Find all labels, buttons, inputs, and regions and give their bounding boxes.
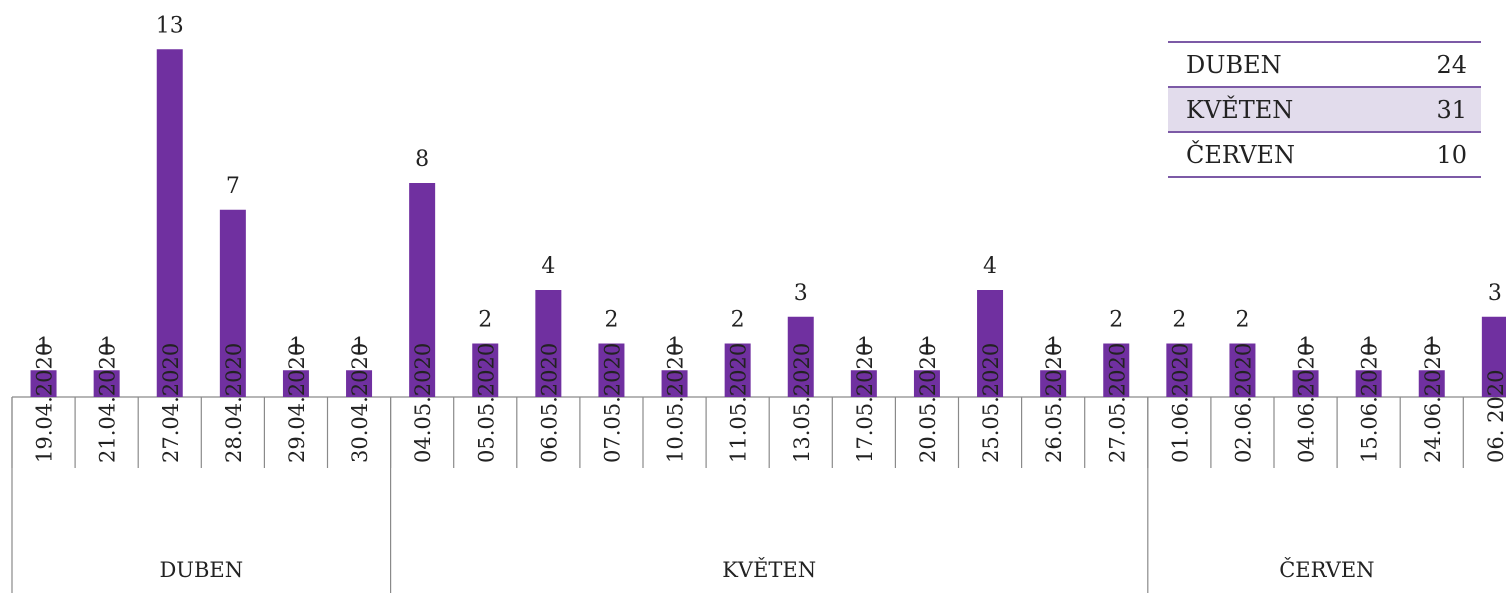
group-label: DUBEN — [159, 558, 243, 582]
summary-total: 31 — [1436, 95, 1467, 124]
bar — [156, 49, 183, 397]
x-tick-label: 11.05.2020 — [727, 343, 751, 463]
data-label: 2 — [478, 308, 492, 333]
x-tick-label: 24.06.2020 — [1421, 343, 1445, 463]
bar — [1166, 343, 1193, 397]
x-tick-label: 02.06.2020 — [1231, 343, 1255, 463]
x-tick-label: 27.05.2020 — [1105, 343, 1129, 463]
bar — [1040, 370, 1067, 397]
data-label: 1 — [1046, 334, 1060, 359]
data-label: 1 — [668, 334, 682, 359]
summary-total: 10 — [1436, 140, 1467, 169]
bar — [30, 370, 57, 397]
x-tick-label: 20.05.2020 — [916, 343, 940, 463]
bar — [1481, 316, 1506, 397]
data-label: 3 — [794, 281, 808, 306]
data-label: 2 — [1109, 308, 1123, 333]
data-label: 13 — [156, 13, 184, 38]
bar — [346, 370, 373, 397]
x-tick-label: 26.05.2020 — [1042, 343, 1066, 463]
data-label: 1 — [857, 334, 871, 359]
bar — [535, 290, 562, 397]
summary-month: DUBEN — [1186, 50, 1282, 79]
bar — [598, 343, 625, 397]
summary-month: ČERVEN — [1186, 140, 1295, 169]
bar — [913, 370, 940, 397]
x-tick-label: 29.04.2020 — [285, 343, 309, 463]
x-tick-label: 01.06.2020 — [1168, 343, 1192, 463]
x-tick-label: 10.05.2020 — [664, 343, 688, 463]
bar — [472, 343, 499, 397]
data-label: 4 — [541, 254, 555, 279]
data-label: 1 — [1425, 334, 1439, 359]
bar — [1355, 370, 1382, 397]
data-label: 1 — [1362, 334, 1376, 359]
bar — [977, 290, 1004, 397]
bar — [219, 209, 246, 397]
monthly-summary-table: DUBEN 24 KVĚTEN 31 ČERVEN 10 — [1168, 41, 1481, 178]
bar — [850, 370, 877, 397]
summary-row: DUBEN 24 — [1168, 42, 1481, 87]
data-label: 1 — [100, 334, 114, 359]
summary-total: 24 — [1436, 50, 1467, 79]
group-label: KVĚTEN — [722, 558, 816, 582]
bar — [1229, 343, 1256, 397]
x-tick-label: 05.05.2020 — [474, 343, 498, 463]
x-tick-label: 13.05.2020 — [790, 343, 814, 463]
bar — [1418, 370, 1445, 397]
summary-month: KVĚTEN — [1186, 95, 1294, 124]
data-label: 1 — [920, 334, 934, 359]
data-label: 2 — [1172, 308, 1186, 333]
bar — [1292, 370, 1319, 397]
data-label: 1 — [289, 334, 303, 359]
x-tick-label: 27.04.2020 — [159, 343, 183, 463]
x-tick-label: 21.04.2020 — [96, 343, 120, 463]
x-tick-label: 04.06.2020 — [1295, 343, 1319, 463]
group-label: ČERVEN — [1279, 557, 1374, 582]
x-tick-label: 06.05.2020 — [537, 343, 561, 463]
data-label: 1 — [352, 334, 366, 359]
summary-row: KVĚTEN 31 — [1168, 87, 1481, 132]
data-label: 1 — [1299, 334, 1313, 359]
data-label: 2 — [731, 308, 745, 333]
x-tick-label: 06. 2020 — [1484, 369, 1506, 463]
x-tick-label: 15.06.2020 — [1358, 343, 1382, 463]
x-tick-label: 25.05.2020 — [979, 343, 1003, 463]
x-tick-label: 07.05.2020 — [600, 343, 624, 463]
summary-row: ČERVEN 10 — [1168, 132, 1481, 177]
bar — [661, 370, 688, 397]
data-label: 3 — [1488, 281, 1502, 306]
x-tick-label: 04.05.2020 — [411, 343, 435, 463]
bar — [1103, 343, 1130, 397]
data-label: 7 — [226, 174, 240, 199]
bar — [409, 183, 436, 397]
data-label: 2 — [1235, 308, 1249, 333]
bar — [787, 316, 814, 397]
x-tick-label: 28.04.2020 — [222, 343, 246, 463]
data-label: 8 — [415, 147, 429, 172]
data-label: 4 — [983, 254, 997, 279]
x-tick-label: 19.04.2020 — [33, 343, 57, 463]
data-label: 1 — [37, 334, 51, 359]
bar — [93, 370, 120, 397]
bar — [282, 370, 309, 397]
bar — [724, 343, 751, 397]
x-tick-label: 30.04.2020 — [348, 343, 372, 463]
x-tick-label: 17.05.2020 — [853, 343, 877, 463]
data-label: 2 — [604, 308, 618, 333]
